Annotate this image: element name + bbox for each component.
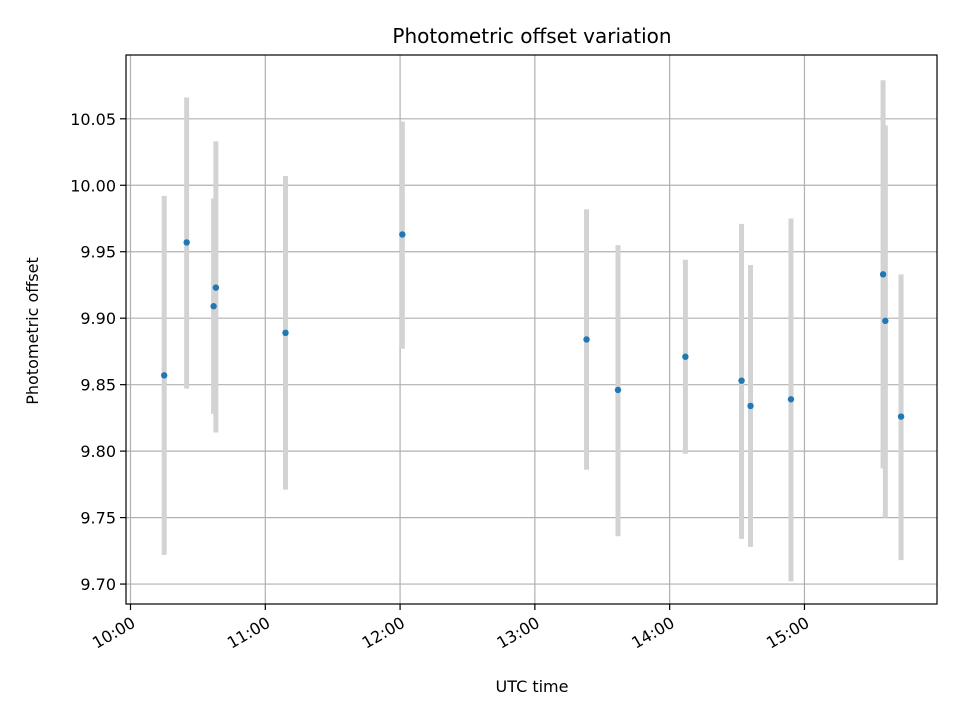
y-tick-label: 9.85 bbox=[80, 376, 116, 395]
data-point bbox=[282, 329, 289, 337]
y-tick-label: 9.95 bbox=[80, 243, 116, 262]
y-tick-label: 9.90 bbox=[80, 309, 116, 328]
x-axis-label: UTC time bbox=[496, 677, 569, 696]
y-tick-label: 9.70 bbox=[80, 575, 116, 594]
data-point bbox=[614, 386, 622, 394]
data-point bbox=[738, 377, 745, 384]
data-point bbox=[183, 239, 190, 246]
data-point bbox=[882, 317, 889, 325]
data-point bbox=[210, 303, 217, 310]
y-tick-label: 9.80 bbox=[80, 442, 116, 461]
chart-title: Photometric offset variation bbox=[392, 24, 671, 48]
y-tick-label: 10.05 bbox=[70, 110, 116, 129]
grid bbox=[126, 55, 937, 604]
data-point bbox=[879, 271, 887, 278]
y-axis: 9.70 9.75 9.80 9.85 9.90 9.95 10.00 10.05 bbox=[70, 110, 126, 594]
data-point bbox=[583, 336, 590, 343]
data-point bbox=[787, 396, 795, 403]
data-point bbox=[897, 413, 905, 420]
y-tick-label: 10.00 bbox=[70, 176, 116, 195]
data-point bbox=[747, 402, 754, 410]
plot-area-frame bbox=[125, 54, 938, 605]
data-point bbox=[682, 353, 689, 360]
data-points bbox=[160, 231, 905, 420]
y-tick-label: 9.75 bbox=[80, 509, 116, 528]
data-point bbox=[399, 231, 406, 238]
data-point bbox=[160, 372, 168, 379]
y-axis-label: Photometric offset bbox=[23, 257, 42, 405]
data-point bbox=[212, 284, 220, 291]
